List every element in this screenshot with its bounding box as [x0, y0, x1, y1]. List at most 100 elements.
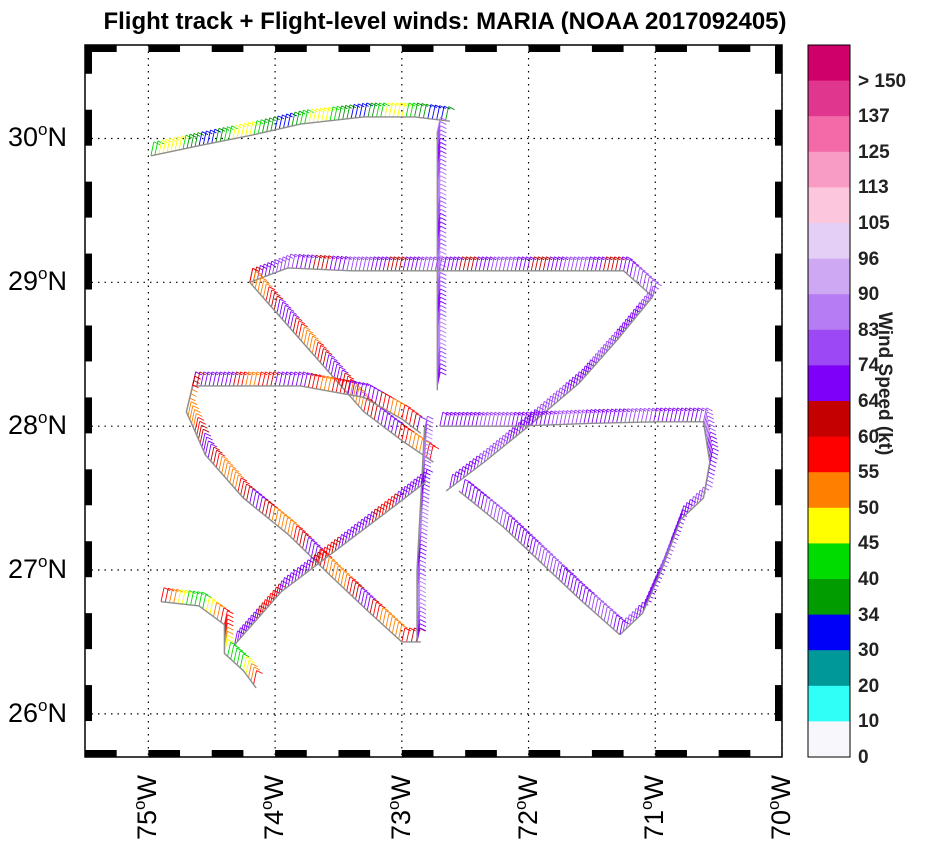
wind-barb-flag [355, 582, 362, 586]
wind-barb-flag [440, 133, 447, 138]
wind-barb-flag [485, 256, 493, 261]
wind-barb-flag [602, 408, 610, 413]
wind-barb-flag [425, 440, 433, 445]
colorbar-swatch-8 [808, 329, 850, 366]
wind-barb-flag [668, 407, 676, 412]
wind-barb [316, 108, 321, 123]
wind-barb [635, 302, 640, 317]
wind-barb [278, 371, 283, 386]
wind-barb [683, 502, 688, 517]
wind-barb-flag [655, 282, 662, 287]
lat-degree: 29 [8, 266, 39, 297]
wind-barb [207, 129, 211, 145]
wind-barb [704, 419, 709, 435]
wind-barb-flag [419, 619, 427, 623]
wind-barb-flag [440, 251, 447, 255]
colorbar [807, 44, 851, 758]
wind-barb [694, 407, 699, 422]
wind-barb [447, 412, 452, 427]
wind-barb-flag [263, 280, 270, 285]
wind-barb [534, 256, 539, 271]
wind-barb-flag [564, 567, 571, 572]
wind-barb [370, 387, 375, 402]
wind-barb-flag [680, 513, 687, 517]
wind-barb-flag [502, 509, 510, 514]
degree-symbol: o [38, 552, 48, 571]
wind-barb-flag [184, 589, 192, 594]
wind-barb [359, 103, 364, 118]
wind-barb [252, 271, 256, 286]
wind-barb-flag [349, 256, 357, 261]
wind-barb [502, 256, 507, 271]
wind-barb-flag [706, 483, 713, 488]
wind-barb [327, 541, 332, 557]
wind-barb-flag [240, 627, 247, 632]
wind-barb-flag [273, 589, 280, 594]
wind-barb-flag [232, 371, 239, 376]
wind-barb [382, 610, 387, 625]
frame-segment [775, 613, 782, 650]
wind-barb-flag [440, 367, 447, 372]
wind-barb [386, 396, 391, 411]
frame-segment [211, 45, 244, 52]
wind-barb-flag [590, 409, 598, 413]
colorbar-label-4: 105 [858, 213, 890, 234]
wind-barb [256, 605, 261, 620]
wind-barb [249, 121, 254, 136]
wind-barb [363, 383, 368, 398]
wind-barb-flag [233, 644, 240, 649]
wind-barb-flag [566, 382, 573, 386]
wind-barb [177, 589, 182, 604]
wind-barb-flag [419, 606, 427, 611]
wind-barb [623, 256, 628, 271]
lat-hemisphere: N [47, 122, 68, 153]
colorbar-swatch-14 [808, 543, 850, 580]
wind-barb [198, 131, 203, 146]
wind-barb-flag [440, 166, 447, 171]
wind-barb-flag [597, 598, 605, 603]
wind-barb [572, 579, 577, 594]
flight-leg-1 [436, 116, 447, 391]
wind-barb [563, 410, 568, 425]
wind-barb [160, 587, 165, 602]
wind-barb [603, 606, 608, 622]
wind-barb-flag [349, 576, 356, 581]
wind-barb [483, 412, 488, 427]
wind-barb-flag [227, 618, 234, 623]
wind-barb [547, 395, 551, 411]
frame-segment [148, 45, 181, 52]
wind-barb-flag [424, 463, 432, 468]
wind-barb [436, 105, 441, 120]
wind-barb [653, 407, 658, 423]
wind-barb [388, 102, 393, 118]
wind-barb [275, 258, 280, 273]
wind-barb [442, 256, 447, 271]
wind-barb [509, 427, 513, 442]
wind-barb-flag [506, 411, 514, 416]
frame-segment [718, 750, 751, 757]
wind-barb-flag [440, 333, 447, 338]
wind-barb-flag [689, 407, 697, 412]
wind-barb-flag [631, 408, 639, 412]
wind-barb-flag [419, 559, 427, 564]
wind-barb-flag [696, 492, 703, 497]
wind-barb [268, 504, 273, 519]
wind-barb [354, 521, 359, 536]
lon-degree: 74 [259, 809, 290, 840]
wind-barb [558, 256, 563, 271]
wind-barb [595, 409, 600, 424]
wind-barb-flag [345, 256, 352, 260]
wind-barb-flag [227, 630, 234, 635]
wind-barb [629, 262, 634, 277]
wind-barb [207, 443, 212, 459]
wind-barb [450, 256, 455, 271]
wind-barb-flag [425, 447, 432, 452]
wind-barb-flag [483, 450, 490, 455]
wind-barb-flag [227, 634, 234, 639]
wind-barb-flag [265, 371, 272, 376]
wind-barb [597, 601, 602, 616]
wind-barb-flag [648, 407, 655, 412]
wind-barb-flag [216, 602, 223, 607]
colorbar-swatch-15 [808, 579, 850, 616]
wind-barb [245, 122, 249, 137]
